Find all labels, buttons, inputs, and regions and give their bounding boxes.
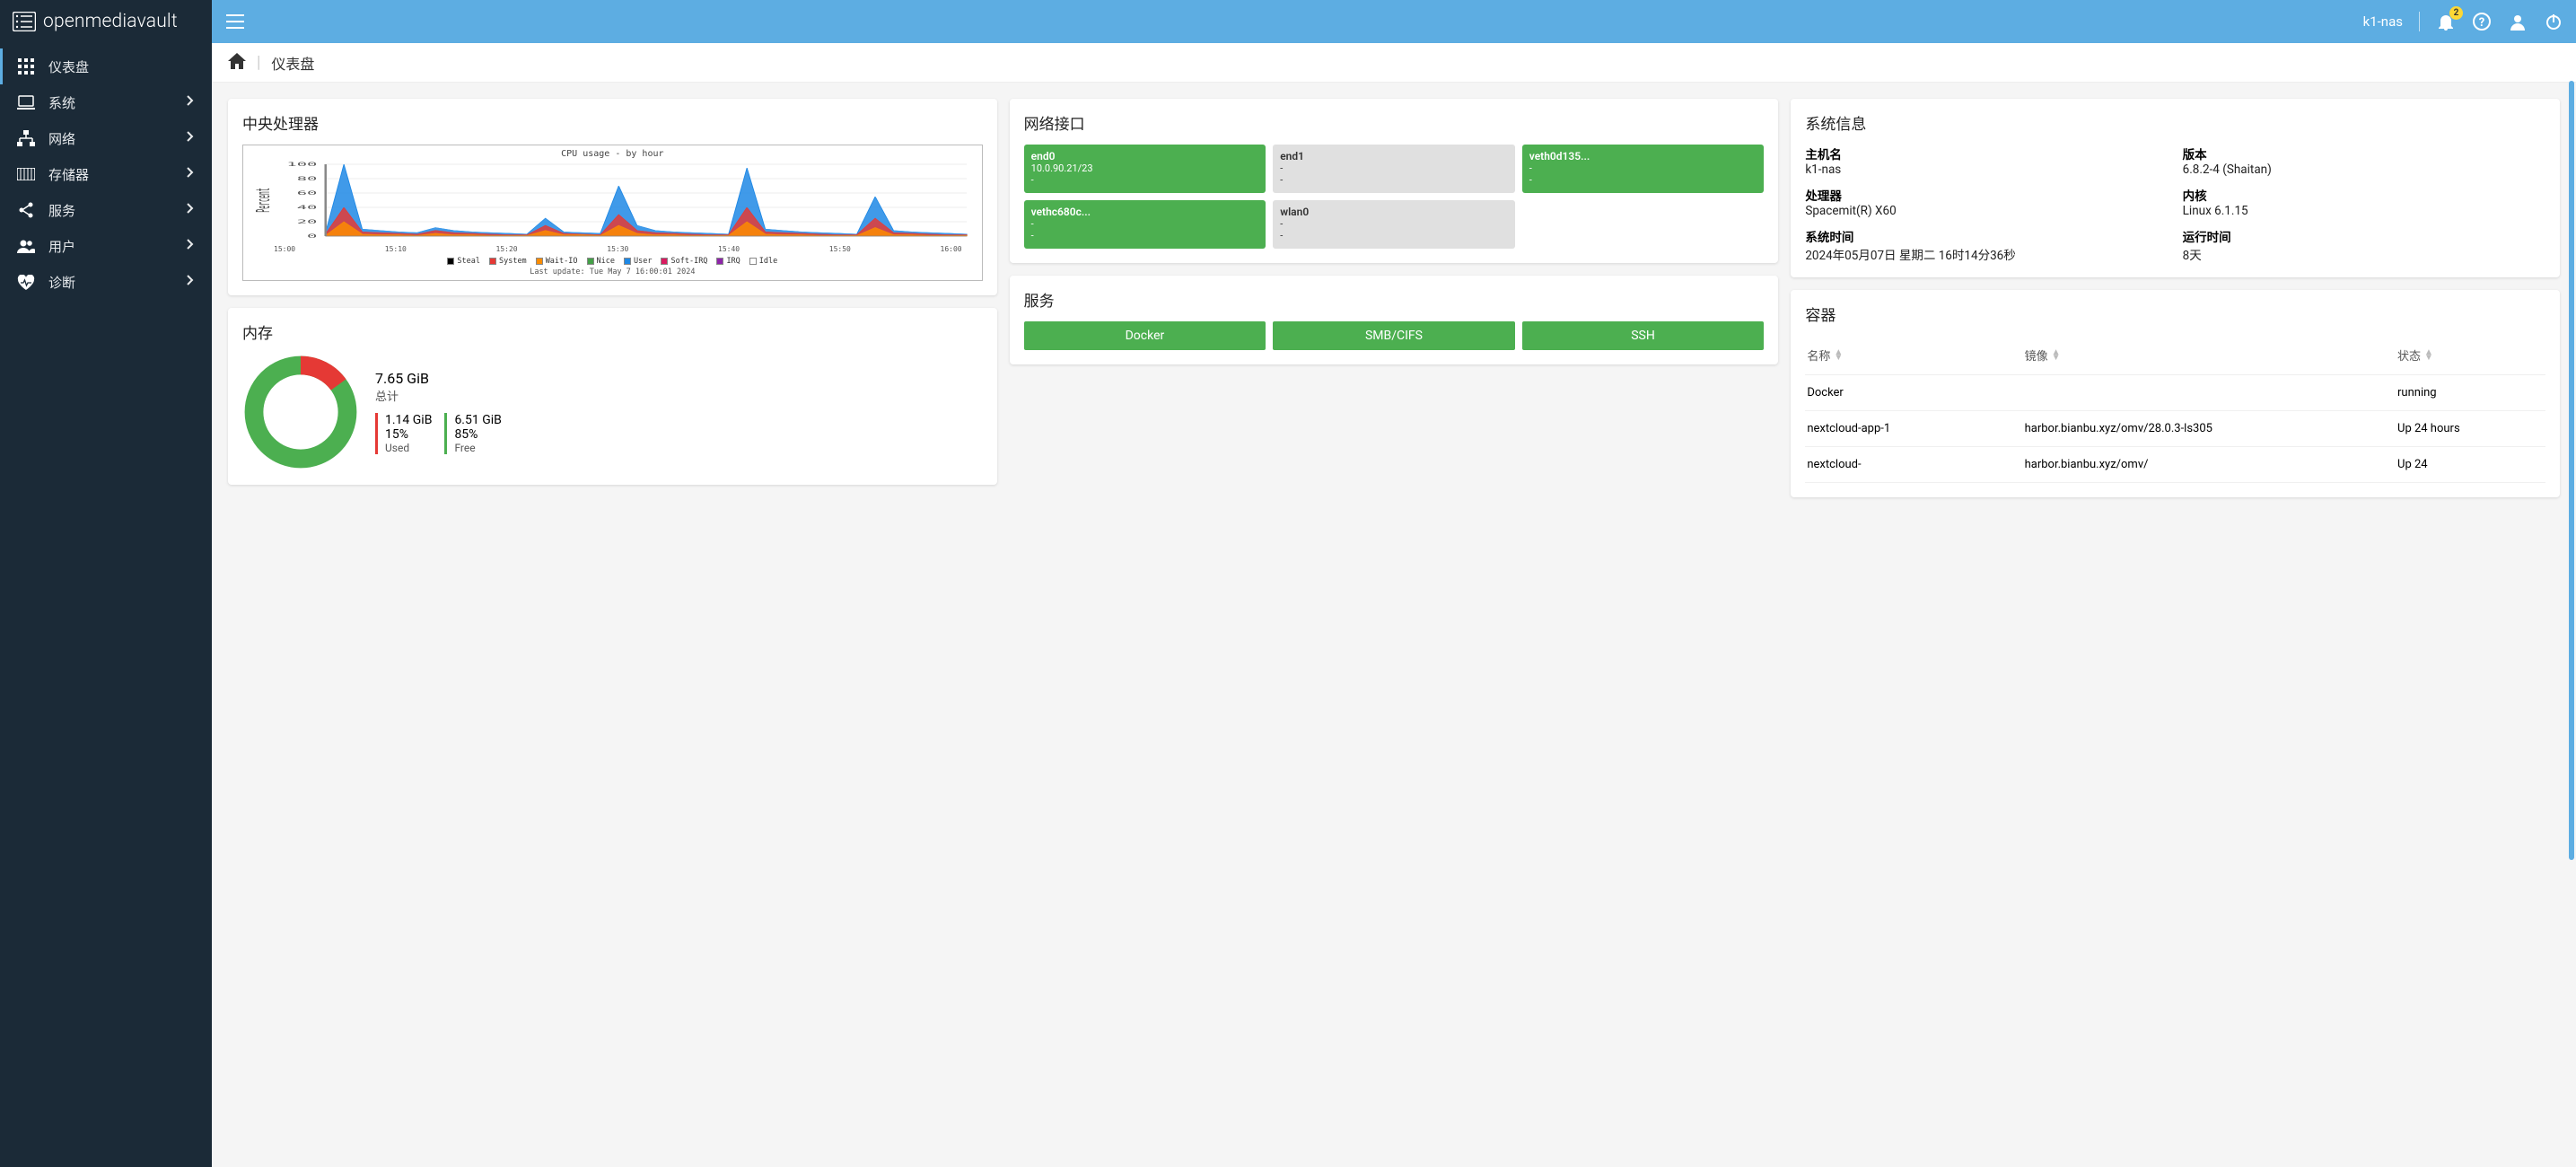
cpu-card: 中央处理器 CPU usage - by hour 0 20 40 60 80 100 Pe… (228, 99, 997, 295)
main-area: k1-nas 2 ? | 仪表盘 (212, 0, 2576, 1167)
svg-text:0: 0 (307, 233, 317, 240)
chevron-right-icon (187, 95, 196, 110)
memory-card-title: 内存 (242, 320, 983, 343)
sidebar-item-users[interactable]: 用户 (0, 228, 212, 264)
storage-icon (16, 168, 36, 180)
services-card: 服务 DockerSMB/CIFSSSH (1010, 276, 1779, 364)
menu-toggle-button[interactable] (224, 11, 246, 32)
network-card-title: 网络接口 (1024, 111, 1765, 134)
sidebar: openmediavault 仪表盘系统网络存储器服务用户诊断 (0, 0, 212, 1167)
home-icon[interactable] (228, 53, 246, 73)
breadcrumb-title: 仪表盘 (271, 52, 314, 74)
svg-text:Percent: Percent (252, 188, 274, 212)
svg-text:20: 20 (297, 219, 318, 225)
sysinfo-item: 内核Linux 6.1.15 (2183, 186, 2545, 218)
sidebar-item-label: 系统 (48, 93, 187, 112)
memory-free: 6.51 GiB 85% Free (444, 413, 501, 454)
memory-donut (242, 354, 359, 470)
iface-tile[interactable]: end010.0.90.21/23- (1024, 145, 1266, 193)
sidebar-item-heart[interactable]: 诊断 (0, 264, 212, 300)
chevron-right-icon (187, 167, 196, 181)
memory-card: 内存 7.65 GiB 总计 1.14 GiB 15% (228, 308, 997, 485)
cpu-chart-title: CPU usage - by hour (247, 149, 978, 159)
sysinfo-card-title: 系统信息 (1805, 111, 2545, 134)
sidebar-item-network[interactable]: 网络 (0, 120, 212, 156)
sidebar-item-laptop[interactable]: 系统 (0, 84, 212, 120)
brand-text: openmediavault (43, 11, 178, 32)
share-icon (16, 202, 36, 218)
table-row[interactable]: nextcloud-app-1harbor.bianbu.xyz/omv/28.… (1805, 411, 2545, 447)
cpu-chart-update: Last update: Tue May 7 16:00:01 2024 (247, 268, 978, 276)
chevron-right-icon (187, 239, 196, 253)
svg-text:60: 60 (297, 190, 318, 197)
table-row[interactable]: nextcloud-harbor.bianbu.xyz/omv/Up 24 (1805, 447, 2545, 483)
sidebar-item-label: 服务 (48, 201, 187, 220)
brand-logo[interactable]: openmediavault (0, 0, 212, 43)
chevron-right-icon (187, 203, 196, 217)
table-row[interactable]: Dockerrunning (1805, 375, 2545, 411)
sysinfo-item: 处理器Spacemit(R) X60 (1805, 186, 2168, 218)
sysinfo-item: 版本6.8.2-4 (Shaitan) (2183, 145, 2545, 177)
cpu-card-title: 中央处理器 (242, 111, 983, 134)
laptop-icon (16, 95, 36, 110)
table-header[interactable]: 名称 ▲▼ (1807, 347, 2017, 364)
sidebar-item-storage[interactable]: 存储器 (0, 156, 212, 192)
chevron-right-icon (187, 275, 196, 289)
scrollbar[interactable] (2567, 81, 2574, 1163)
sidebar-item-label: 仪表盘 (48, 57, 196, 76)
service-tile[interactable]: SMB/CIFS (1273, 321, 1515, 350)
network-icon (16, 130, 36, 146)
help-button[interactable]: ? (2472, 12, 2492, 31)
topbar: k1-nas 2 ? (212, 0, 2576, 43)
cpu-chart: CPU usage - by hour 020406080100Percent … (242, 145, 983, 281)
notification-badge: 2 (2449, 6, 2463, 20)
sidebar-item-label: 网络 (48, 129, 187, 148)
table-header[interactable]: 状态 ▲▼ (2397, 347, 2544, 364)
power-button[interactable] (2544, 12, 2563, 31)
sidebar-item-grid[interactable]: 仪表盘 (0, 48, 212, 84)
heart-icon (16, 275, 36, 290)
sidebar-item-label: 存储器 (48, 165, 187, 184)
services-card-title: 服务 (1024, 288, 1765, 311)
user-button[interactable] (2508, 12, 2528, 31)
svg-text:40: 40 (297, 205, 318, 211)
breadcrumb-separator: | (257, 53, 260, 72)
users-icon (16, 239, 36, 253)
chevron-right-icon (187, 131, 196, 145)
containers-card-title: 容器 (1805, 303, 2545, 325)
topbar-separator (2419, 12, 2420, 31)
sysinfo-item: 系统时间2024年05月07日 星期二 16时14分36秒 (1805, 227, 2168, 263)
iface-tile[interactable]: veth0d135...-- (1522, 145, 1765, 193)
sysinfo-item: 主机名k1-nas (1805, 145, 2168, 177)
breadcrumb: | 仪表盘 (212, 43, 2576, 83)
hostname-label: k1-nas (2363, 13, 2403, 30)
notifications-button[interactable]: 2 (2436, 12, 2456, 31)
service-tile[interactable]: SSH (1522, 321, 1765, 350)
iface-tile[interactable]: vethc680c...-- (1024, 200, 1266, 249)
svg-text:100: 100 (286, 162, 317, 168)
iface-tile[interactable]: wlan0-- (1273, 200, 1515, 249)
sysinfo-card: 系统信息 主机名k1-nas 版本6.8.2-4 (Shaitan) 处理器Spac… (1791, 99, 2560, 277)
containers-card: 容器 名称 ▲▼镜像 ▲▼状态 ▲▼ Dockerrunningnextclou… (1791, 290, 2560, 497)
table-header[interactable]: 镜像 ▲▼ (2025, 347, 2390, 364)
svg-text:?: ? (2479, 16, 2484, 30)
dashboard-content: 中央处理器 CPU usage - by hour 0 20 40 60 80 100 Pe… (212, 83, 2576, 1167)
grid-icon (16, 58, 36, 75)
brand-icon (13, 12, 36, 31)
sidebar-item-share[interactable]: 服务 (0, 192, 212, 228)
svg-text:80: 80 (297, 176, 318, 182)
sidebar-item-label: 诊断 (48, 273, 187, 292)
service-tile[interactable]: Docker (1024, 321, 1266, 350)
memory-total: 7.65 GiB 总计 (375, 370, 502, 404)
iface-tile[interactable]: end1-- (1273, 145, 1515, 193)
memory-used: 1.14 GiB 15% Used (375, 413, 432, 454)
sysinfo-item: 运行时间8天 (2183, 227, 2545, 263)
nav-menu: 仪表盘系统网络存储器服务用户诊断 (0, 43, 212, 300)
network-card: 网络接口 end010.0.90.21/23-end1--veth0d135..… (1010, 99, 1779, 263)
sidebar-item-label: 用户 (48, 237, 187, 256)
